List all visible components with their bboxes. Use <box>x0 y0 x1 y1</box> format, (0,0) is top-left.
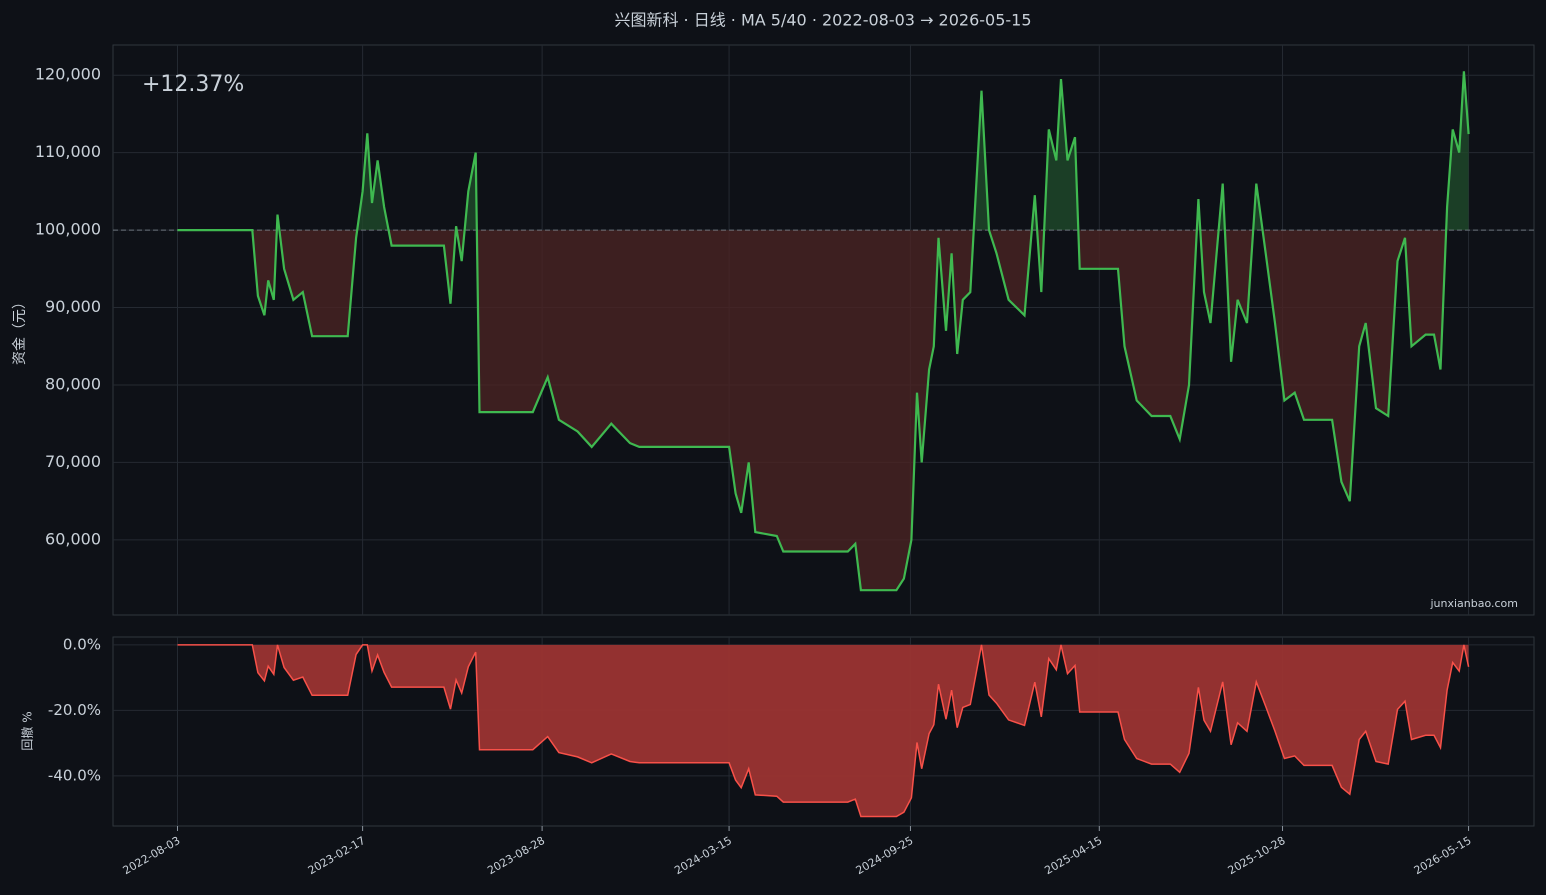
drawdown-line <box>177 644 1470 818</box>
area-below <box>177 230 1447 591</box>
annotation: +12.37% <box>142 72 244 97</box>
equity-line <box>177 71 1470 592</box>
y-tick-label: 120,000 <box>35 65 101 84</box>
y-tick-label: -40.0% <box>48 766 101 784</box>
y-tick-label: 80,000 <box>45 374 101 393</box>
y-axis-label: 回撤 % <box>20 711 35 750</box>
y-tick-label: 90,000 <box>45 297 101 316</box>
y-tick-label: 70,000 <box>45 452 101 471</box>
y-tick-label: 100,000 <box>35 220 101 239</box>
drawdown-area <box>177 644 1469 817</box>
chart-title: 兴图新科 · 日线 · MA 5/40 · 2022-08-03 → 2026-… <box>614 11 1031 30</box>
y-tick-label: -20.0% <box>48 701 101 719</box>
y-axis-label: 资金（元） <box>12 295 28 365</box>
y-tick-label: 110,000 <box>35 142 101 161</box>
y-tick-label: 60,000 <box>45 529 101 548</box>
y-tick-label: 0.0% <box>63 635 101 653</box>
watermark: junxianbao.com <box>1429 597 1518 610</box>
